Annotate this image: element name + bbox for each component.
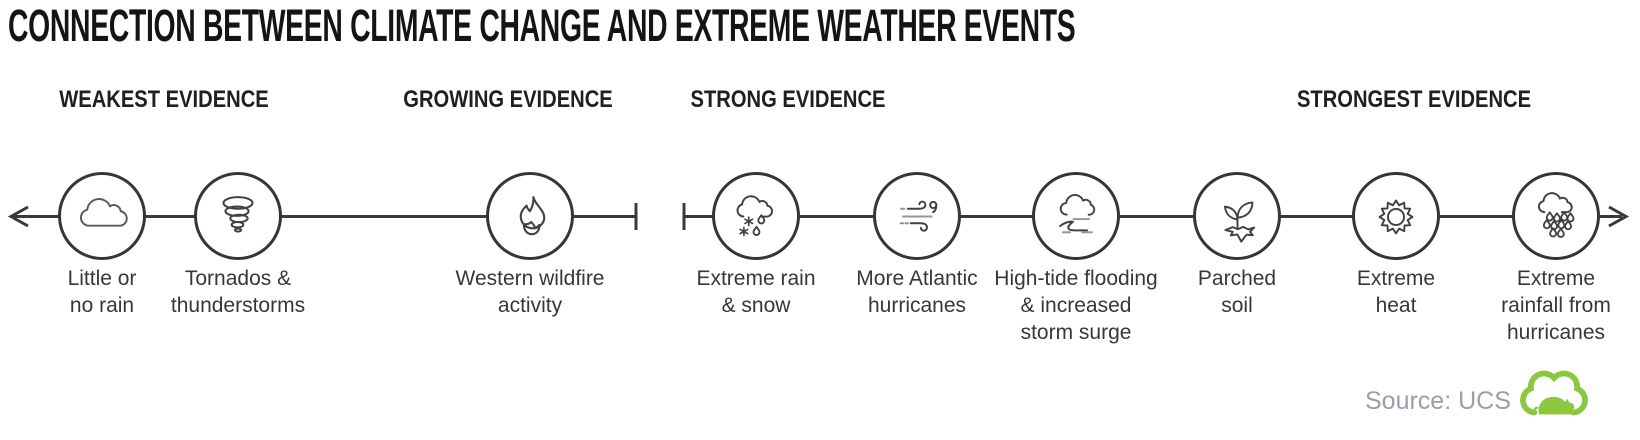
node-label: More Atlantic hurricanes	[856, 267, 978, 317]
cloud-icon	[80, 198, 128, 227]
node-extreme-rain-snow	[712, 172, 800, 260]
node-label: Western wildfire activity	[455, 267, 605, 317]
evidence-label-growing: GROWING EVIDENCE	[403, 86, 613, 113]
evidence-label-strong: STRONG EVIDENCE	[690, 86, 886, 113]
node-extreme-rainfall-hurricanes	[1512, 172, 1600, 260]
flood-surge-icon	[1059, 194, 1096, 234]
node-extreme-heat	[1352, 172, 1440, 260]
wildfire-flame-icon	[519, 196, 546, 236]
node-label: Tornados & thunderstorms	[170, 267, 306, 317]
node-little-or-no-rain	[58, 172, 146, 260]
node-western-wildfire	[486, 172, 574, 260]
node-tornados-thunderstorms	[194, 172, 282, 260]
node-high-tide-flooding	[1032, 172, 1120, 260]
node-label: Extreme heat	[1356, 267, 1436, 317]
page-title: CONNECTION BETWEEN CLIMATE CHANGE AND EX…	[8, 0, 1076, 51]
evidence-label-strongest: STRONGEST EVIDENCE	[1296, 86, 1532, 113]
left-arrow-icon	[7, 205, 29, 228]
node-label: Extreme rain & snow	[696, 267, 816, 317]
sun-icon	[1378, 199, 1414, 235]
node-label: Parched soil	[1197, 267, 1277, 317]
right-arrow-icon	[1608, 205, 1630, 228]
node-label: High-tide flooding & increased storm sur…	[994, 267, 1158, 344]
cloud-snow-rain-icon	[736, 195, 773, 237]
evidence-label-weakest: WEAKEST EVIDENCE	[59, 86, 269, 113]
node-label: Little or no rain	[67, 267, 137, 317]
tornado-icon	[222, 196, 254, 233]
node-parched-soil	[1193, 172, 1281, 260]
node-more-atlantic-hurricanes	[873, 172, 961, 260]
wind-icon	[899, 200, 938, 232]
rain-cloud-icon	[1538, 192, 1575, 238]
source-attribution: Source: UCS	[1365, 387, 1511, 415]
green-cloud-animal-logo-icon	[1520, 370, 1588, 416]
node-label: Extreme rainfall from hurricanes	[1501, 267, 1611, 344]
sprout-parched-soil-icon	[1223, 201, 1256, 243]
